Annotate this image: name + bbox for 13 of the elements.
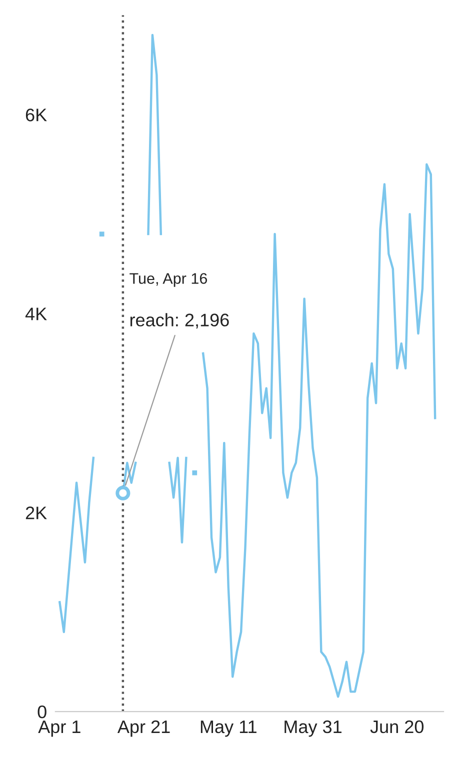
x-tick-label: Apr 1 bbox=[38, 720, 80, 737]
y-tick-label: 0 bbox=[38, 706, 46, 718]
y-tick-label: 4K bbox=[25, 308, 47, 320]
x-tick-label: May 11 bbox=[200, 720, 256, 737]
y-tick-label: 2K bbox=[26, 506, 47, 520]
point bbox=[192, 470, 198, 476]
x-tick-label: Jun 20 bbox=[370, 720, 424, 734]
x-tick-label: Apr 21 bbox=[117, 720, 170, 737]
ref-line-label: Tue, Apr 16 bbox=[130, 273, 208, 287]
point bbox=[99, 232, 104, 236]
annotation: reach: 2,196 bbox=[130, 313, 229, 329]
y-tick-label: 6K bbox=[26, 108, 47, 122]
x-tick-label: May 31 bbox=[284, 720, 342, 737]
